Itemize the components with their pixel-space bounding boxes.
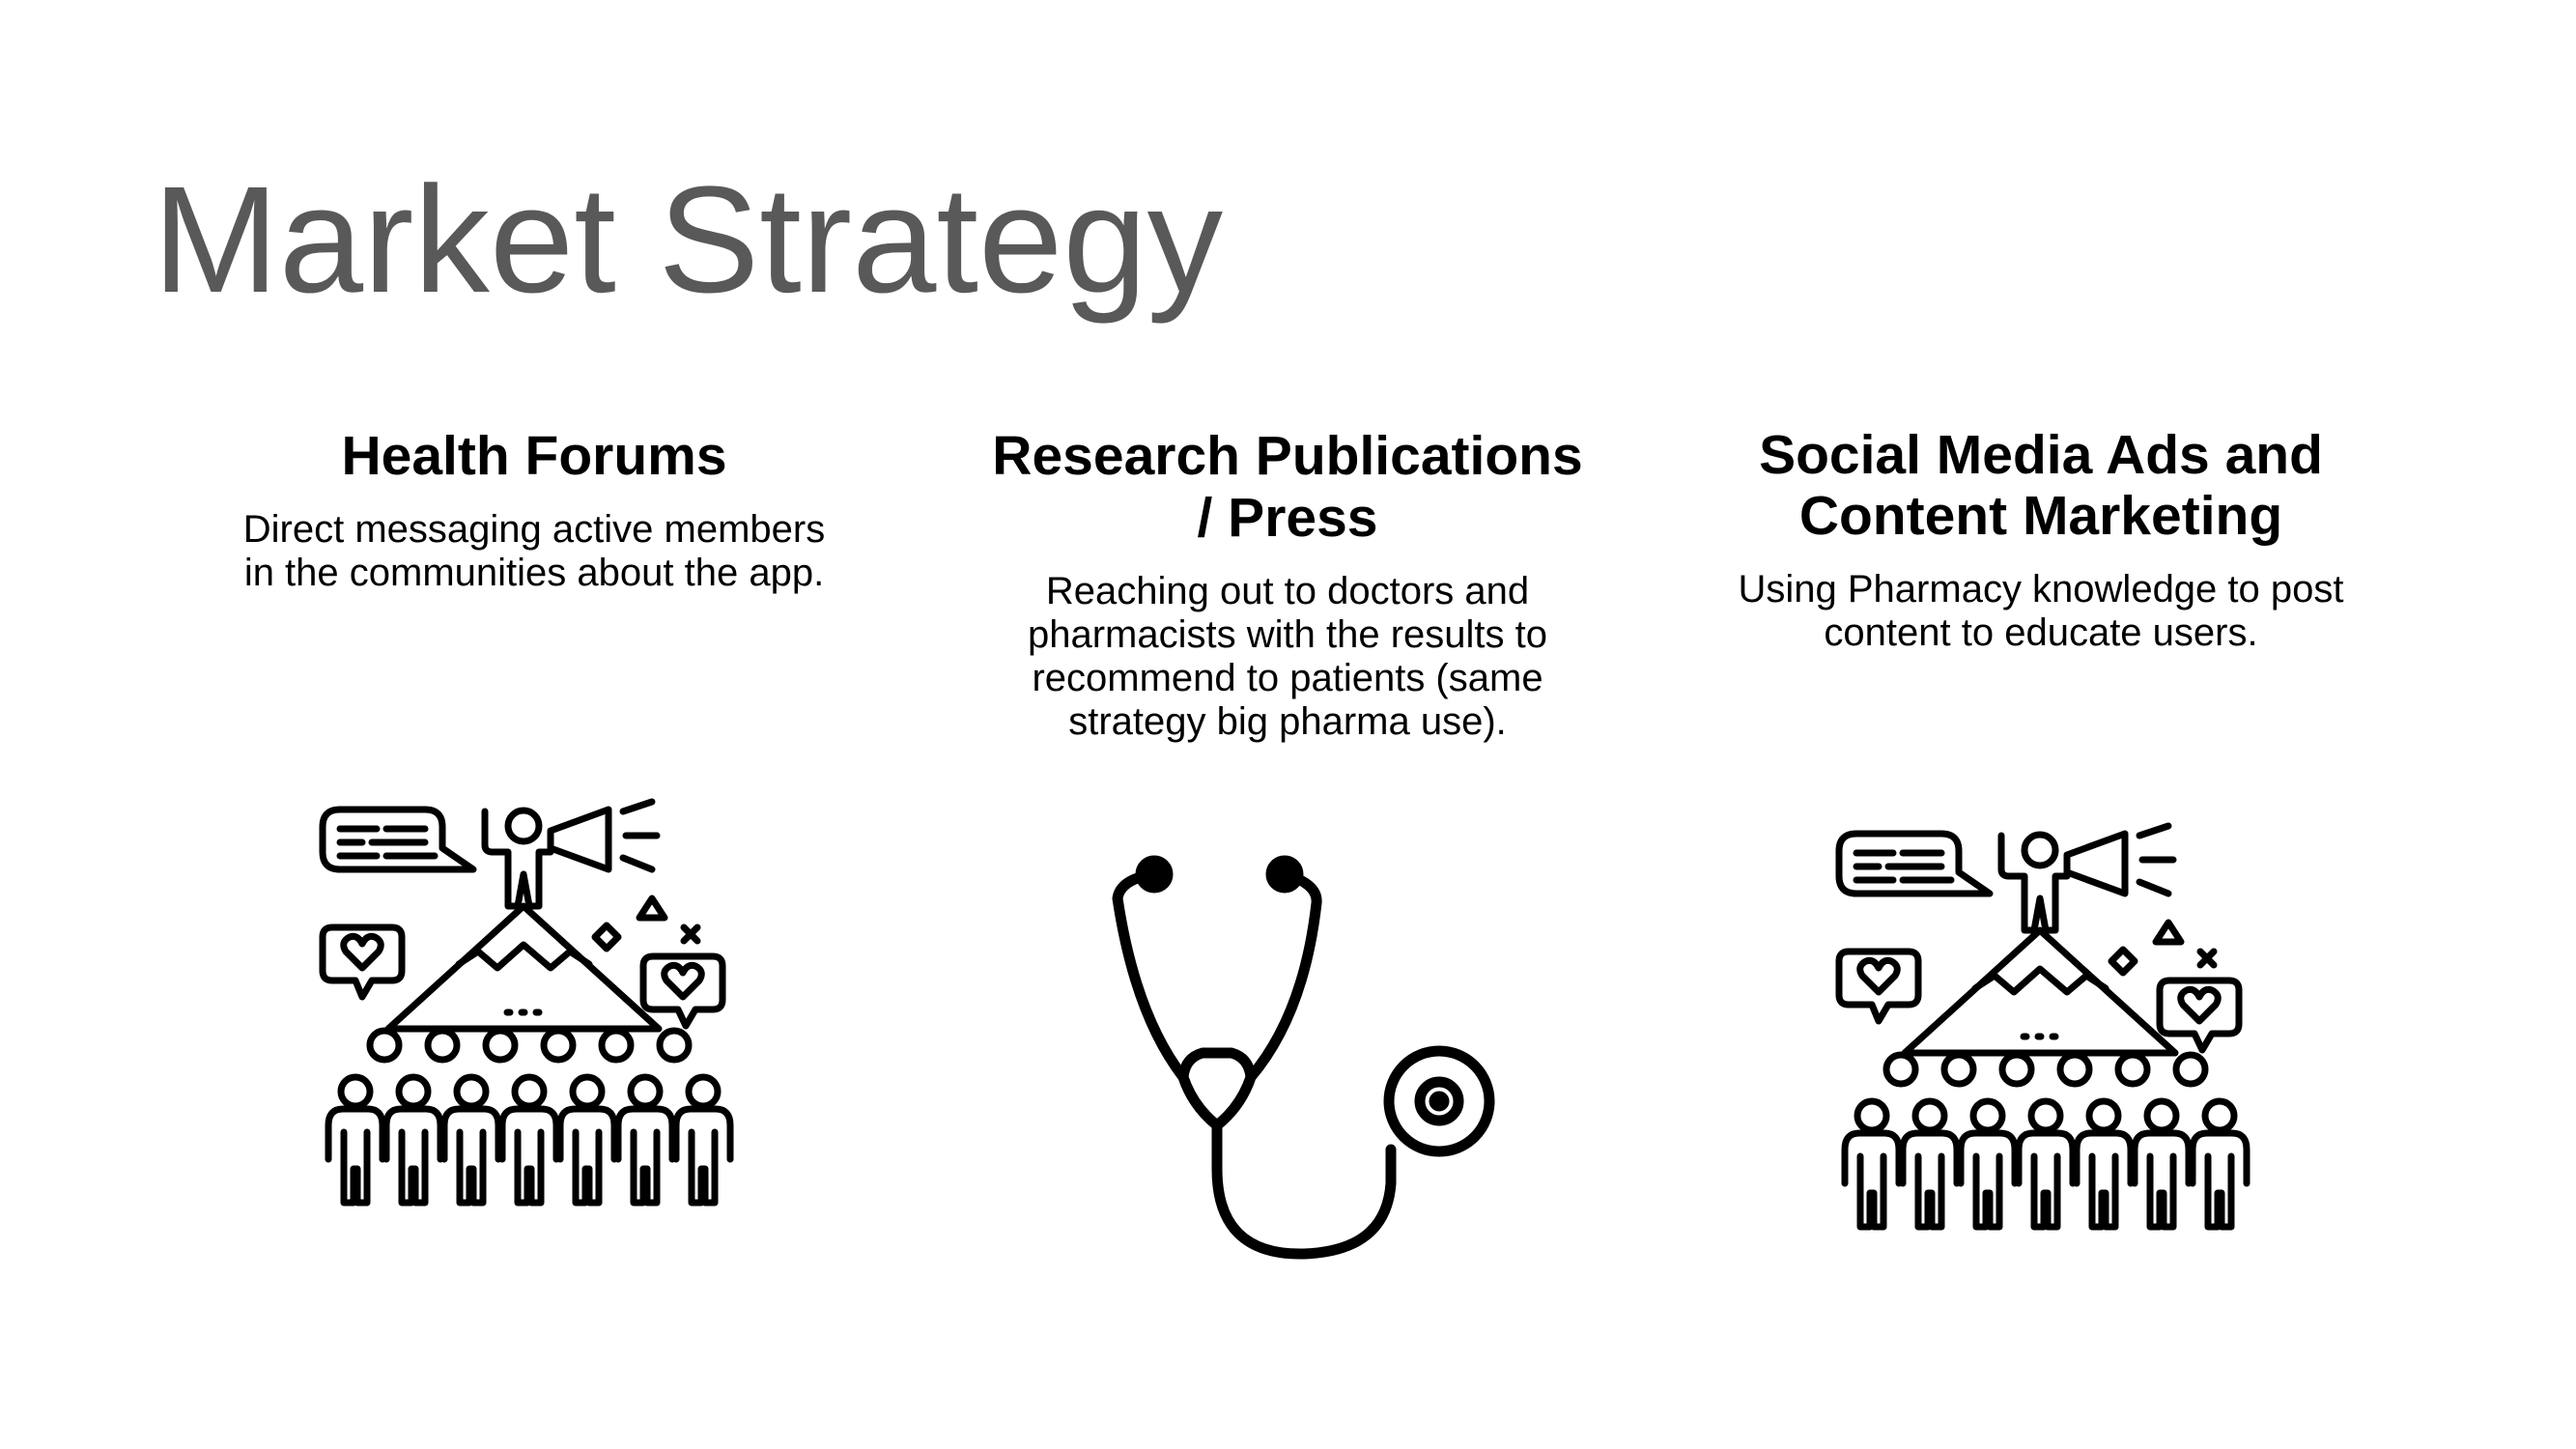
column-description: Reaching out to doctors and pharmacists … xyxy=(1028,570,1547,743)
person-with-megaphone-icon xyxy=(1997,822,2177,934)
megaphone-crowd-icon xyxy=(1835,816,2270,1241)
column-heading: Social Media Ads and Content Marketing xyxy=(1759,424,2323,547)
strategy-column-health-forums: Health Forums Direct messaging active me… xyxy=(225,425,843,595)
mountain-icon xyxy=(384,902,663,1033)
strategy-column-research: Research Publications / Press Reaching o… xyxy=(978,425,1597,744)
crowd-front-row xyxy=(325,1073,734,1207)
heart-bubble-icon xyxy=(1835,948,1922,1025)
crowd-back-row xyxy=(1882,1051,2209,1088)
column-heading: Research Publications / Press xyxy=(992,425,1583,549)
strategy-column-social-media: Social Media Ads and Content Marketing U… xyxy=(1732,425,2350,655)
speech-bubble-icon xyxy=(1835,830,1994,897)
heart-bubble-icon xyxy=(639,952,726,1030)
crowd-back-row xyxy=(366,1027,693,1064)
speech-bubble-icon xyxy=(319,806,477,873)
stethoscope-icon xyxy=(1096,850,1502,1265)
mountain-icon xyxy=(1901,926,2179,1057)
column-description: Using Pharmacy knowledge to post content… xyxy=(1738,568,2344,654)
person-with-megaphone-icon xyxy=(481,798,661,910)
slide-title: Market Strategy xyxy=(153,156,1224,325)
column-description: Direct messaging active members in the c… xyxy=(242,508,826,594)
heart-bubble-icon xyxy=(319,923,406,1001)
megaphone-crowd-icon xyxy=(319,792,753,1217)
crowd-front-row xyxy=(1841,1097,2250,1231)
column-heading: Health Forums xyxy=(341,425,727,487)
heart-bubble-icon xyxy=(2156,977,2243,1054)
